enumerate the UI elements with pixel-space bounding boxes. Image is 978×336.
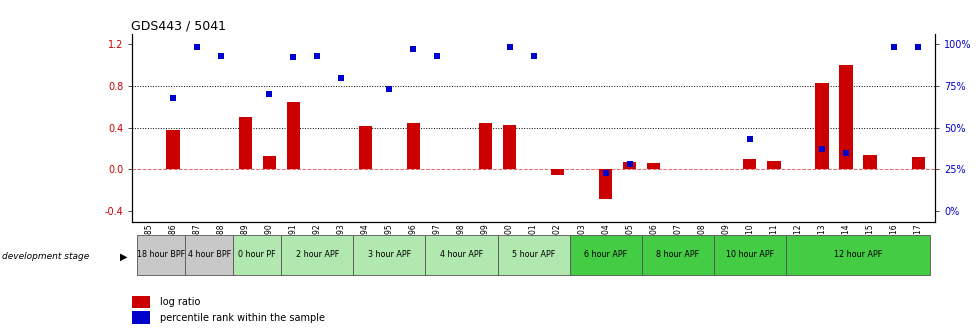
Point [837,150,853,156]
Point [309,53,325,58]
Point [333,75,349,80]
Bar [166,130,179,169]
Bar [406,124,420,169]
Bar [911,157,924,169]
Bar [281,235,353,275]
Text: percentile rank within the sample: percentile rank within the sample [160,313,325,323]
Bar [478,124,492,169]
Point [261,91,277,97]
Point [814,147,829,152]
Bar [815,83,827,169]
Text: 12 hour APF: 12 hour APF [833,250,881,259]
Text: 4 hour APF: 4 hour APF [439,250,482,259]
Bar [358,126,372,169]
Bar [503,125,515,169]
Bar [497,235,569,275]
Text: log ratio: log ratio [160,297,200,307]
Point [910,45,925,50]
Bar [551,169,563,175]
Text: 18 hour BPF: 18 hour BPF [137,250,185,259]
Point [885,45,901,50]
Text: 4 hour BPF: 4 hour BPF [188,250,231,259]
Bar [599,169,611,199]
Bar [132,296,150,308]
Bar [262,156,276,169]
Bar [713,235,785,275]
Bar [641,235,713,275]
Point [429,53,445,58]
Text: 0 hour PF: 0 hour PF [238,250,276,259]
Bar [569,235,641,275]
Bar [622,162,636,169]
Point [165,95,181,100]
Point [285,55,300,60]
Bar [233,235,281,275]
Point [381,87,397,92]
Bar [137,235,185,275]
Bar [132,311,150,324]
Text: 10 hour APF: 10 hour APF [725,250,774,259]
Point [189,45,204,50]
Text: 5 hour APF: 5 hour APF [511,250,555,259]
Point [213,53,229,58]
Point [741,137,757,142]
Bar [353,235,425,275]
Point [525,53,541,58]
Bar [239,117,251,169]
Point [598,170,613,175]
Bar [838,65,852,169]
Bar [863,155,875,169]
Bar [742,159,756,169]
Bar [785,235,929,275]
Text: ▶: ▶ [120,252,128,262]
Point [621,162,637,167]
Bar [425,235,497,275]
Text: 3 hour APF: 3 hour APF [368,250,411,259]
Text: GDS443 / 5041: GDS443 / 5041 [130,19,225,33]
Text: 6 hour APF: 6 hour APF [584,250,627,259]
Point [501,45,516,50]
Text: development stage: development stage [2,252,89,261]
Point [405,46,421,52]
Text: 2 hour APF: 2 hour APF [295,250,338,259]
Bar [767,161,779,169]
Bar [185,235,233,275]
Bar [646,163,660,169]
Bar [287,101,299,169]
Text: 8 hour APF: 8 hour APF [655,250,698,259]
